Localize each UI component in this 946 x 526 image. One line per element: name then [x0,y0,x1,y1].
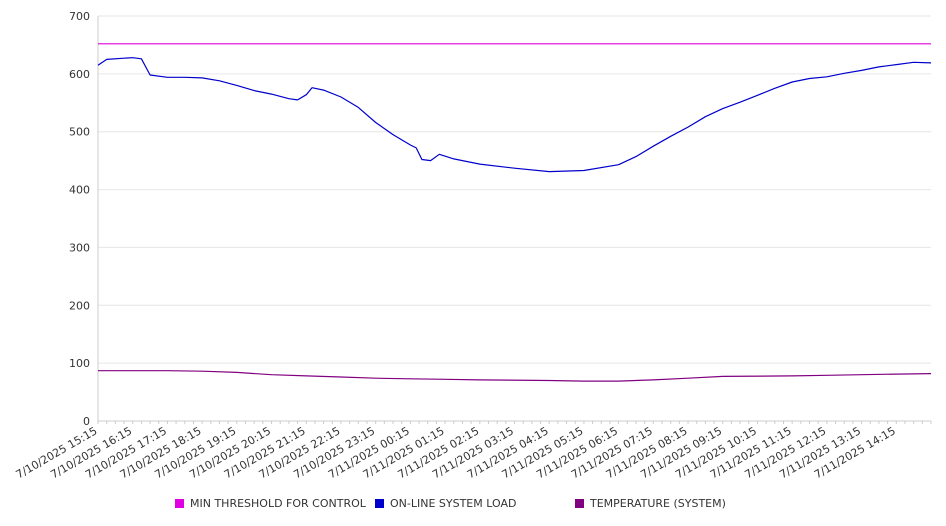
y-tick-label: 0 [83,415,90,428]
chart-legend: MIN THRESHOLD FOR CONTROL ON-LINE SYSTEM … [0,497,946,515]
legend-label: MIN THRESHOLD FOR CONTROL [190,497,366,510]
legend-swatch [375,499,384,508]
legend-swatch [575,499,584,508]
series-line-temperature-system [98,370,932,382]
y-tick-label: 100 [69,357,90,370]
y-tick-label: 400 [69,184,90,197]
series-line-on-line-system-load [97,57,932,173]
y-tick-label: 600 [69,68,90,81]
y-tick-label: 300 [69,241,90,254]
y-tick-label: 200 [69,299,90,312]
y-tick-label: 500 [69,126,90,139]
legend-item: MIN THRESHOLD FOR CONTROL [175,497,366,510]
legend-swatch [175,499,184,508]
legend-item: TEMPERATURE (SYSTEM) [575,497,726,510]
legend-label: TEMPERATURE (SYSTEM) [590,497,726,510]
legend-label: ON-LINE SYSTEM LOAD [390,497,517,510]
y-tick-label: 700 [69,10,90,23]
legend-item: ON-LINE SYSTEM LOAD [375,497,516,510]
